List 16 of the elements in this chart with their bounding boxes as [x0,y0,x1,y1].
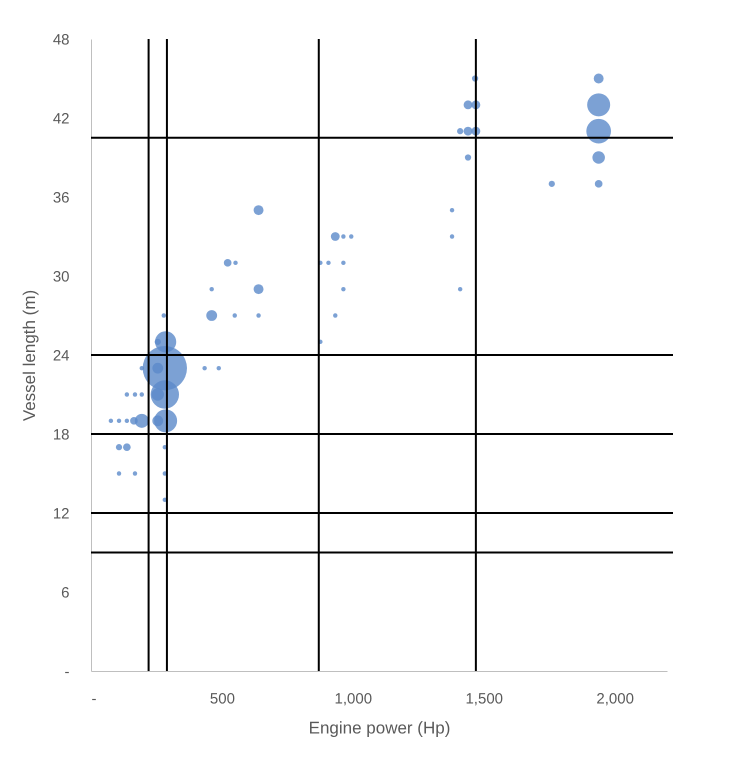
x-tick-label: 1,500 [465,690,503,708]
y-tick-label: 48 [52,32,70,48]
x-tick-label: - [92,690,96,708]
y-axis-title: Vessel length (m) [20,290,39,422]
y-tick-label: - [64,664,70,680]
x-tick-label: 1,000 [334,690,372,708]
x-tick-label: 2,000 [596,690,634,708]
y-tick-label: 12 [52,506,70,522]
y-tick-label: 24 [52,348,70,364]
y-tick-label: 30 [52,268,70,286]
x-axis-title: Engine power (Hp) [308,718,450,738]
x-tick-label: 500 [210,690,235,708]
y-tick-label: 42 [52,110,70,128]
y-tick-label: 6 [61,584,70,602]
y-tick-label: 18 [52,426,70,444]
y-tick-label: 36 [52,190,70,206]
